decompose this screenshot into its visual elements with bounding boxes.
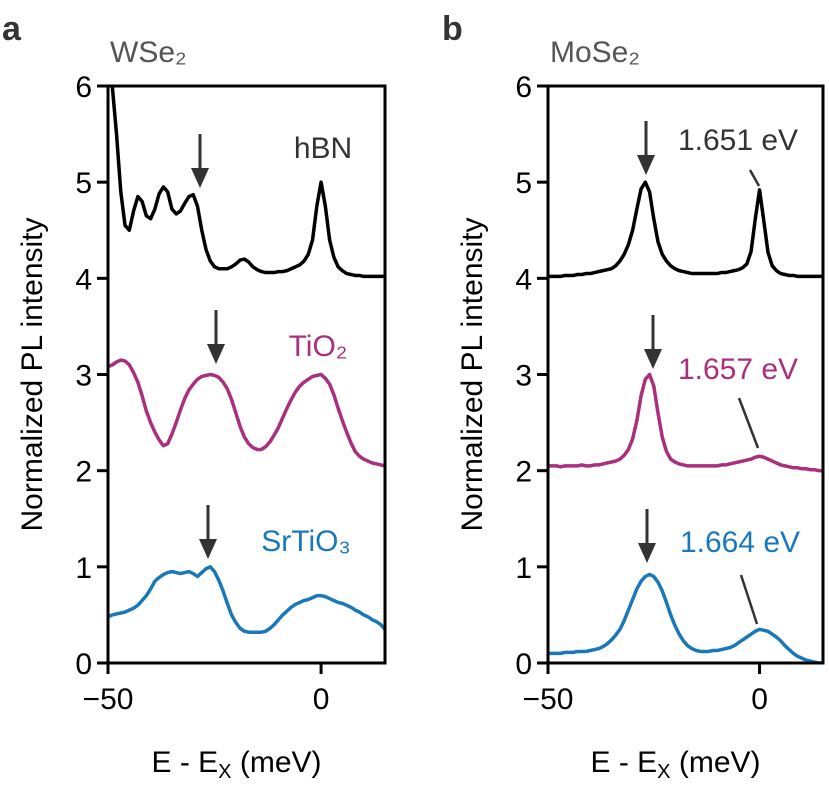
series-label: hBN <box>294 132 352 165</box>
arrow-head <box>637 155 655 175</box>
connector <box>739 574 759 625</box>
x-axis-label-part: X <box>657 761 670 783</box>
y-axis-label: Normalized PL intensity <box>16 217 49 531</box>
y-tick-label: 2 <box>75 456 92 489</box>
series-label: 1.664 eV <box>680 526 800 559</box>
y-tick-label: 5 <box>75 167 92 200</box>
y-tick-label: 6 <box>515 71 532 104</box>
series-label: TiO₂ <box>289 330 348 363</box>
connectors <box>737 169 761 625</box>
series-line <box>548 180 823 279</box>
series-line <box>548 372 823 473</box>
plot-frame <box>106 84 387 665</box>
y-axis-label: Normalized PL intensity <box>456 217 489 531</box>
x-axis-label: E - EX (meV) <box>151 746 321 783</box>
series-label: 1.657 eV <box>678 353 798 386</box>
connector <box>737 397 760 449</box>
x-axis-label-part: (meV) <box>671 746 761 779</box>
y-tick-label: 3 <box>515 360 532 393</box>
series-line <box>108 565 385 634</box>
arrow-head <box>207 344 225 364</box>
x-axis-label: E - EX (meV) <box>590 746 760 783</box>
arrow-head <box>638 543 656 563</box>
panel-letter: a <box>2 10 22 48</box>
y-tick-label: 1 <box>75 552 92 585</box>
series-label: SrTiO₃ <box>261 525 350 558</box>
y-tick-label: 3 <box>75 360 92 393</box>
x-tick-label: 0 <box>751 683 768 716</box>
y-tick-label: 0 <box>75 648 92 681</box>
plot-frame <box>546 84 825 665</box>
panel-title: MoSe₂ <box>550 36 640 69</box>
y-tick-label: 2 <box>515 456 532 489</box>
x-axis-label-part: E - E <box>151 746 218 779</box>
y-tick-label: 0 <box>515 648 532 681</box>
arrow-head <box>191 168 209 188</box>
y-tick-label: 6 <box>75 71 92 104</box>
y-tick-label: 5 <box>515 167 532 200</box>
series-line <box>108 358 385 468</box>
panel-title: WSe₂ <box>110 36 187 69</box>
series-label: 1.651 eV <box>678 124 798 157</box>
series-line <box>548 572 823 663</box>
x-axis-label-part: (meV) <box>232 746 322 779</box>
x-axis-label-part: E - E <box>590 746 657 779</box>
y-tick-label: 1 <box>515 552 532 585</box>
x-axis-label-part: X <box>218 761 231 783</box>
y-tick-label: 4 <box>515 263 532 296</box>
x-tick-label: −50 <box>83 683 134 716</box>
arrows <box>191 121 662 563</box>
x-tick-label: −50 <box>523 683 574 716</box>
x-tick-label: 0 <box>313 683 330 716</box>
panel-letter: b <box>442 10 463 48</box>
series-line <box>110 86 385 279</box>
arrow-head <box>199 539 217 559</box>
y-tick-label: 4 <box>75 263 92 296</box>
arrow-head <box>644 349 662 369</box>
connector <box>748 169 761 187</box>
